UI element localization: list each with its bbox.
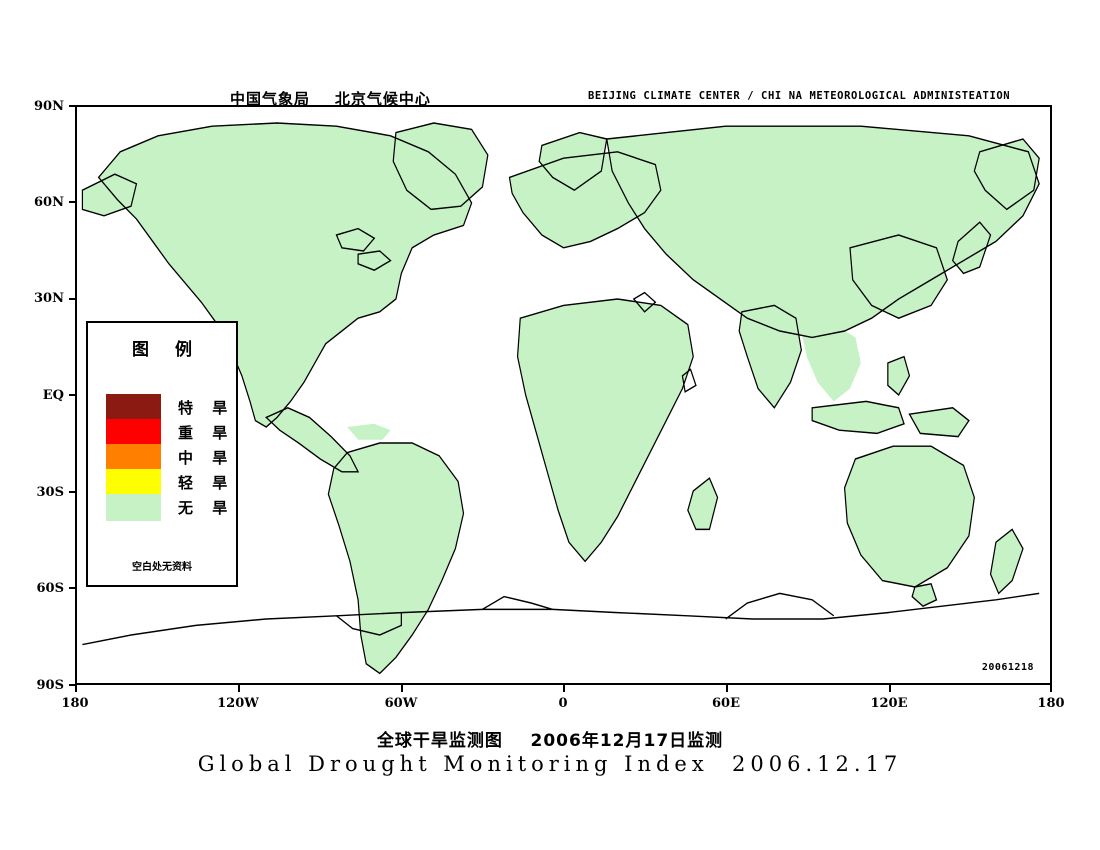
x-tick-mark-0 — [563, 685, 565, 692]
landmass-no-drought — [82, 123, 1040, 674]
map-plot-area: 20061218 — [75, 105, 1052, 685]
x-tick-label-0: 0 — [558, 696, 568, 711]
x-tick-label-180w: 180 — [61, 696, 89, 711]
y-tick-label-60N: 60N — [34, 195, 64, 210]
x-tick-label-60W: 60W — [384, 696, 418, 711]
legend-row-light: 轻 旱 — [106, 469, 235, 496]
y-tick-mark-60S — [69, 587, 76, 589]
legend-swatch-light — [106, 469, 161, 496]
legend-label-light: 轻 旱 — [178, 474, 235, 492]
title-chinese: 全球干旱监测图 2006年12月17日监测 — [376, 731, 724, 751]
y-tick-label-90N: 90N — [34, 99, 64, 114]
legend-label-extreme: 特 旱 — [178, 399, 235, 417]
legend-rows: 特 旱 重 旱 中 旱 轻 旱 无 旱 — [106, 394, 235, 521]
y-tick-label-30N: 30N — [34, 291, 64, 306]
x-tick-label-120E: 120E — [870, 696, 908, 711]
legend-row-none: 无 旱 — [106, 494, 235, 521]
y-tick-label-90S: 90S — [36, 678, 64, 693]
x-tick-label-120W: 120W — [217, 696, 259, 711]
x-tick-mark-180w — [75, 685, 77, 692]
y-tick-mark-90N — [69, 105, 76, 107]
map-legend: 图 例 特 旱 重 旱 中 旱 轻 旱 无 旱 空白处无资料 — [86, 321, 238, 587]
legend-row-extreme: 特 旱 — [106, 394, 235, 421]
map-date-stamp: 20061218 — [981, 662, 1034, 673]
legend-swatch-moderate — [106, 444, 161, 471]
legend-row-moderate: 中 旱 — [106, 444, 235, 471]
x-tick-mark-120E — [889, 685, 891, 692]
legend-note: 空白处无资料 — [132, 562, 192, 573]
legend-label-moderate: 中 旱 — [178, 449, 235, 467]
y-tick-mark-60N — [69, 201, 76, 203]
legend-swatch-extreme — [106, 394, 161, 421]
y-tick-mark-30S — [69, 491, 76, 493]
x-tick-label-180e: 180 — [1037, 696, 1065, 711]
legend-label-none: 无 旱 — [178, 499, 235, 517]
world-map-svg — [77, 107, 1050, 683]
y-tick-label-60S: 60S — [36, 581, 64, 596]
legend-label-severe: 重 旱 — [178, 424, 235, 442]
title-english: Global Drought Monitoring Index 2006.12.… — [197, 752, 903, 776]
legend-swatch-none — [106, 494, 161, 521]
x-tick-mark-180e — [1050, 685, 1052, 692]
legend-swatch-severe — [106, 419, 161, 446]
header-english: BEIJING CLIMATE CENTER / CHI NA METEOROL… — [588, 90, 1011, 102]
header-chinese: 中国气象局 北京气候中心 — [230, 90, 431, 108]
y-tick-label-30S: 30S — [36, 485, 64, 500]
x-tick-mark-120W — [238, 685, 240, 692]
x-tick-label-60E: 60E — [712, 696, 740, 711]
x-tick-mark-60E — [726, 685, 728, 692]
legend-title: 图 例 — [132, 340, 202, 360]
legend-row-severe: 重 旱 — [106, 419, 235, 446]
y-tick-mark-90S — [69, 684, 76, 686]
y-tick-mark-EQ — [69, 394, 76, 396]
coastlines — [81, 122, 1040, 675]
y-tick-label-EQ: EQ — [42, 388, 64, 403]
x-tick-mark-60W — [401, 685, 403, 692]
y-tick-mark-30N — [69, 298, 76, 300]
